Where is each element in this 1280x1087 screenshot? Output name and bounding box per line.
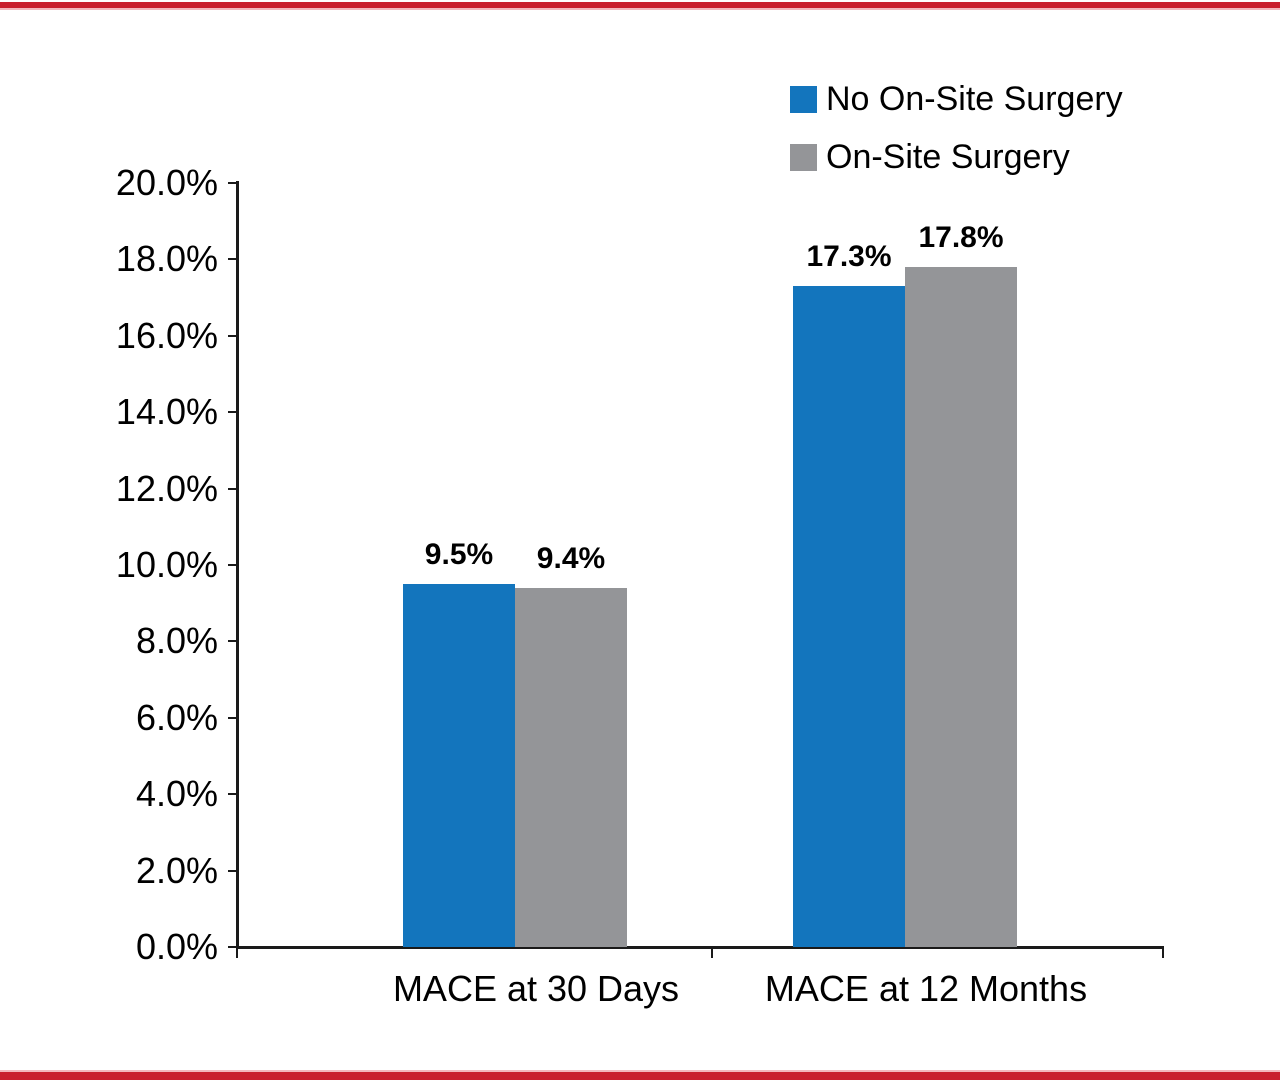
y-axis-tick-label: 2.0% [135, 849, 218, 891]
y-axis-tick [228, 487, 237, 490]
legend-item: On-Site Surgery [790, 138, 1123, 176]
x-axis-category-label: MACE at 30 Days [392, 968, 680, 1009]
bar-on-site-surgery [515, 587, 627, 947]
y-axis-tick [228, 258, 237, 261]
legend-item: No On-Site Surgery [790, 80, 1123, 118]
y-axis-tick-label: 14.0% [115, 391, 218, 433]
y-axis-tick-label: 18.0% [115, 238, 218, 280]
y-axis-tick-label: 12.0% [115, 467, 218, 509]
top-border-rule [0, 2, 1280, 8]
y-axis-tick [228, 946, 237, 948]
data-label: 17.3% [806, 240, 892, 274]
y-axis-tick [228, 334, 237, 337]
category-boundary-tick [236, 947, 238, 958]
legend-swatch-icon [790, 85, 817, 113]
category-boundary-tick [1162, 947, 1164, 958]
top-border-rule-light [0, 8, 1280, 10]
bar-no-on-site-surgery [403, 584, 515, 947]
y-axis-tick-label: 0.0% [135, 926, 218, 967]
bottom-border-rule [0, 1072, 1280, 1080]
legend: No On-Site Surgery On-Site Surgery [790, 80, 1123, 176]
y-axis-tick-label: 10.0% [115, 544, 218, 585]
y-axis-tick [228, 411, 237, 414]
category-boundary-tick [711, 947, 713, 958]
data-label: 9.4% [536, 541, 606, 575]
y-axis-tick-label: 20.0% [115, 162, 218, 203]
y-axis-tick [228, 716, 237, 719]
bottom-border-rule-light [0, 1070, 1280, 1072]
x-axis-line [236, 946, 1164, 949]
legend-label: No On-Site Surgery [826, 80, 1123, 118]
y-axis-tick-label: 4.0% [135, 773, 218, 815]
y-axis-tick [228, 564, 237, 566]
y-axis-tick [228, 869, 237, 872]
y-axis-tick [228, 640, 237, 643]
legend-swatch-icon [790, 143, 817, 171]
y-axis-tick-label: 8.0% [135, 620, 218, 662]
data-label: 9.5% [424, 538, 494, 572]
x-axis-category-label: MACE at 12 Months [764, 968, 1088, 1009]
legend-label: On-Site Surgery [826, 138, 1070, 176]
data-label: 17.8% [918, 221, 1004, 255]
y-axis-line [236, 181, 239, 949]
y-axis-tick [228, 793, 237, 796]
bar-no-on-site-surgery [793, 286, 905, 947]
y-axis-tick-label: 16.0% [115, 314, 218, 356]
y-axis-tick-label: 6.0% [135, 696, 218, 738]
bar-on-site-surgery [905, 267, 1017, 947]
y-axis-tick [228, 182, 237, 184]
